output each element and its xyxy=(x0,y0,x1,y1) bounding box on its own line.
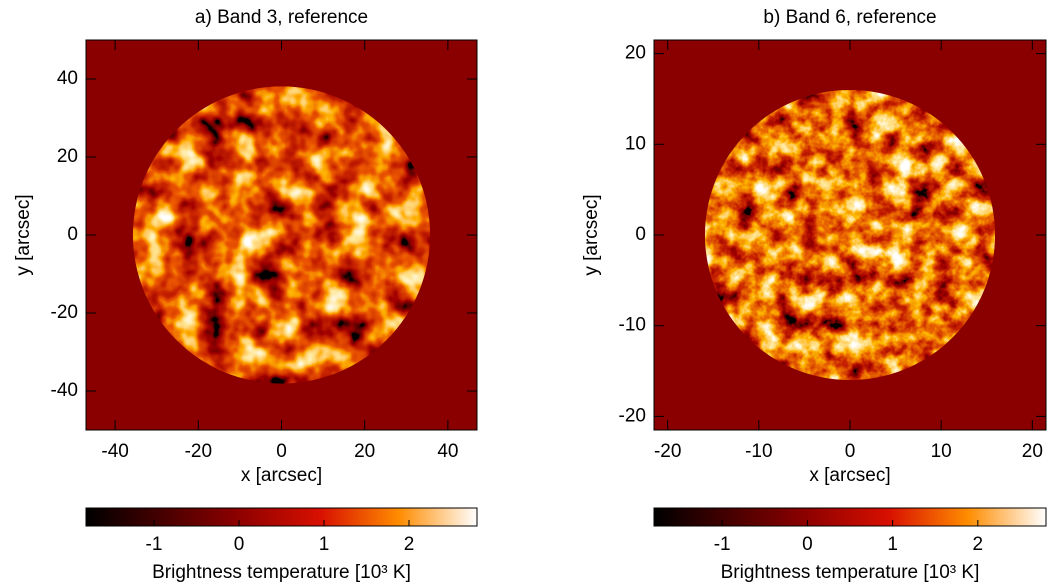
colorbar-tick-label: -1 xyxy=(714,534,731,555)
colorbar-tick-label: 0 xyxy=(234,534,245,555)
y-tick-label: 10 xyxy=(625,133,646,154)
x-tick-label: 0 xyxy=(276,441,287,462)
y-tick-label: 20 xyxy=(625,43,646,64)
image-disc xyxy=(704,89,996,381)
colorbar-label: Brightness temperature [10³ K] xyxy=(721,562,980,583)
x-tick-label: -20 xyxy=(654,441,681,462)
colorbar xyxy=(85,507,478,527)
y-tick-label: 0 xyxy=(635,224,646,245)
y-tick-label: -40 xyxy=(51,380,78,401)
colorbar-tick-label: 1 xyxy=(319,534,330,555)
x-tick-label: -10 xyxy=(745,441,772,462)
x-tick-label: -40 xyxy=(101,441,128,462)
x-axis-label: x [arcsec] xyxy=(241,465,322,486)
colorbar-tick-label: 2 xyxy=(973,534,984,555)
y-tick-label: -20 xyxy=(619,405,646,426)
x-tick-label: -20 xyxy=(185,441,212,462)
x-axis-label: x [arcsec] xyxy=(809,465,890,486)
colorbar-tick-label: -1 xyxy=(146,534,163,555)
y-tick-label: 0 xyxy=(67,224,78,245)
y-axis-label: y [arcsec] xyxy=(581,194,602,275)
x-tick-label: 0 xyxy=(845,441,856,462)
x-tick-label: 10 xyxy=(931,441,952,462)
panel-title: b) Band 6, reference xyxy=(763,7,936,28)
colorbar-tick-label: 1 xyxy=(887,534,898,555)
image-disc xyxy=(132,86,431,384)
x-tick-label: 20 xyxy=(1022,441,1043,462)
colorbar-tick-label: 2 xyxy=(404,534,415,555)
colorbar-label: Brightness temperature [10³ K] xyxy=(152,562,411,583)
x-tick-label: 20 xyxy=(354,441,375,462)
y-tick-label: -10 xyxy=(619,315,646,336)
y-axis-label: y [arcsec] xyxy=(13,194,34,275)
y-tick-label: 20 xyxy=(57,146,78,167)
colorbar-tick-label: 0 xyxy=(802,534,813,555)
colorbar xyxy=(653,507,1047,527)
panel-title: a) Band 3, reference xyxy=(195,7,368,28)
x-tick-label: 40 xyxy=(437,441,458,462)
y-tick-label: -20 xyxy=(51,302,78,323)
y-tick-label: 40 xyxy=(57,68,78,89)
